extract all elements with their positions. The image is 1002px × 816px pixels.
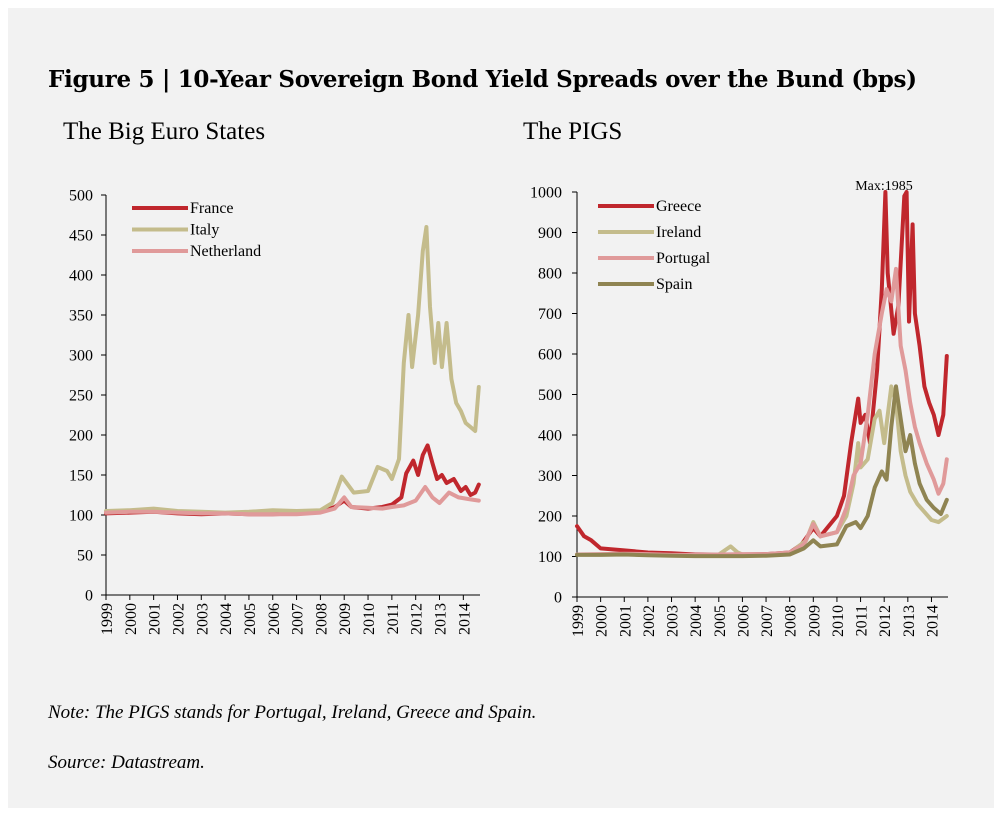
- y-tick-label: 300: [538, 468, 562, 485]
- legend-label-netherland: Netherland: [190, 243, 261, 260]
- y-tick-label: 400: [538, 428, 562, 445]
- x-tick-label: 2008: [313, 603, 330, 635]
- x-tick-label: 2001: [147, 603, 164, 635]
- y-tick-label: 350: [69, 308, 93, 325]
- y-tick-label: 50: [77, 548, 93, 565]
- series-line-netherland: [104, 485, 481, 517]
- legend-label-spain: Spain: [656, 276, 692, 293]
- chart-title-big-euro: The Big Euro States: [63, 118, 266, 145]
- x-tick-label: 2008: [783, 605, 800, 637]
- y-tick-label: 700: [538, 306, 562, 323]
- legend-label-france: France: [190, 200, 234, 217]
- x-tick-label: 2004: [218, 603, 235, 635]
- x-tick-label: 2007: [759, 605, 776, 637]
- y-tick-label: 1000: [530, 185, 562, 202]
- y-tick-label: 100: [538, 549, 562, 566]
- x-tick-label: 2011: [385, 603, 402, 634]
- figure-panel: [8, 8, 994, 808]
- x-tick-label: 2012: [877, 605, 894, 637]
- y-tick-label: 450: [69, 228, 93, 245]
- legend-label-greece: Greece: [656, 198, 701, 215]
- x-tick-label: 2007: [290, 603, 307, 635]
- y-tick-label: 0: [85, 588, 93, 605]
- series-line-spain: [575, 384, 949, 559]
- y-tick-label: 200: [69, 428, 93, 445]
- y-tick-label: 300: [69, 348, 93, 365]
- x-tick-label: 2006: [266, 603, 283, 635]
- x-tick-label: 2005: [712, 605, 729, 637]
- y-tick-label: 150: [69, 468, 93, 485]
- y-tick-label: 600: [538, 347, 562, 364]
- x-tick-label: 2000: [123, 603, 140, 635]
- x-tick-label: 2013: [433, 603, 450, 635]
- x-tick-label: 2005: [242, 603, 259, 635]
- chart-title-pigs: The PIGS: [523, 118, 623, 145]
- x-tick-label: 2003: [665, 605, 682, 637]
- series-line-italy: [104, 225, 481, 515]
- y-tick-label: 0: [554, 590, 562, 607]
- x-tick-label: 2001: [617, 605, 634, 637]
- y-tick-label: 900: [538, 225, 562, 242]
- series-line-greece: [575, 190, 949, 557]
- x-tick-label: 2010: [361, 603, 378, 635]
- x-tick-label: 2006: [735, 605, 752, 637]
- y-tick-label: 800: [538, 266, 562, 283]
- x-tick-label: 2009: [337, 603, 354, 635]
- x-tick-label: 2002: [641, 605, 658, 637]
- y-tick-label: 500: [538, 387, 562, 404]
- legend-label-portugal: Portugal: [656, 250, 711, 267]
- y-tick-label: 250: [69, 388, 93, 405]
- x-tick-label: 2003: [194, 603, 211, 635]
- x-tick-label: 2009: [806, 605, 823, 637]
- x-tick-label: 2012: [409, 603, 426, 635]
- x-tick-label: 2013: [901, 605, 918, 637]
- y-tick-label: 200: [538, 509, 562, 526]
- y-tick-label: 500: [69, 188, 93, 205]
- x-tick-label: 2010: [830, 605, 847, 637]
- x-tick-label: 2011: [854, 605, 871, 636]
- x-tick-label: 2004: [688, 605, 705, 637]
- legend-label-ireland: Ireland: [656, 224, 701, 241]
- y-tick-label: 100: [69, 508, 93, 525]
- x-tick-label: 1999: [99, 603, 116, 635]
- x-tick-label: 2014: [456, 603, 473, 635]
- max-annotation: Max:1985: [855, 179, 913, 194]
- x-tick-label: 2014: [924, 605, 941, 637]
- y-tick-label: 400: [69, 268, 93, 285]
- figure-title: Figure 5 | 10-Year Sovereign Bond Yield …: [48, 66, 917, 93]
- figure-note: Note: The PIGS stands for Portugal, Irel…: [48, 702, 537, 723]
- x-tick-label: 2002: [170, 603, 187, 635]
- legend-label-italy: Italy: [190, 222, 219, 239]
- x-tick-label: 1999: [570, 605, 587, 637]
- figure-source: Source: Datastream.: [48, 752, 205, 773]
- x-tick-label: 2000: [594, 605, 611, 637]
